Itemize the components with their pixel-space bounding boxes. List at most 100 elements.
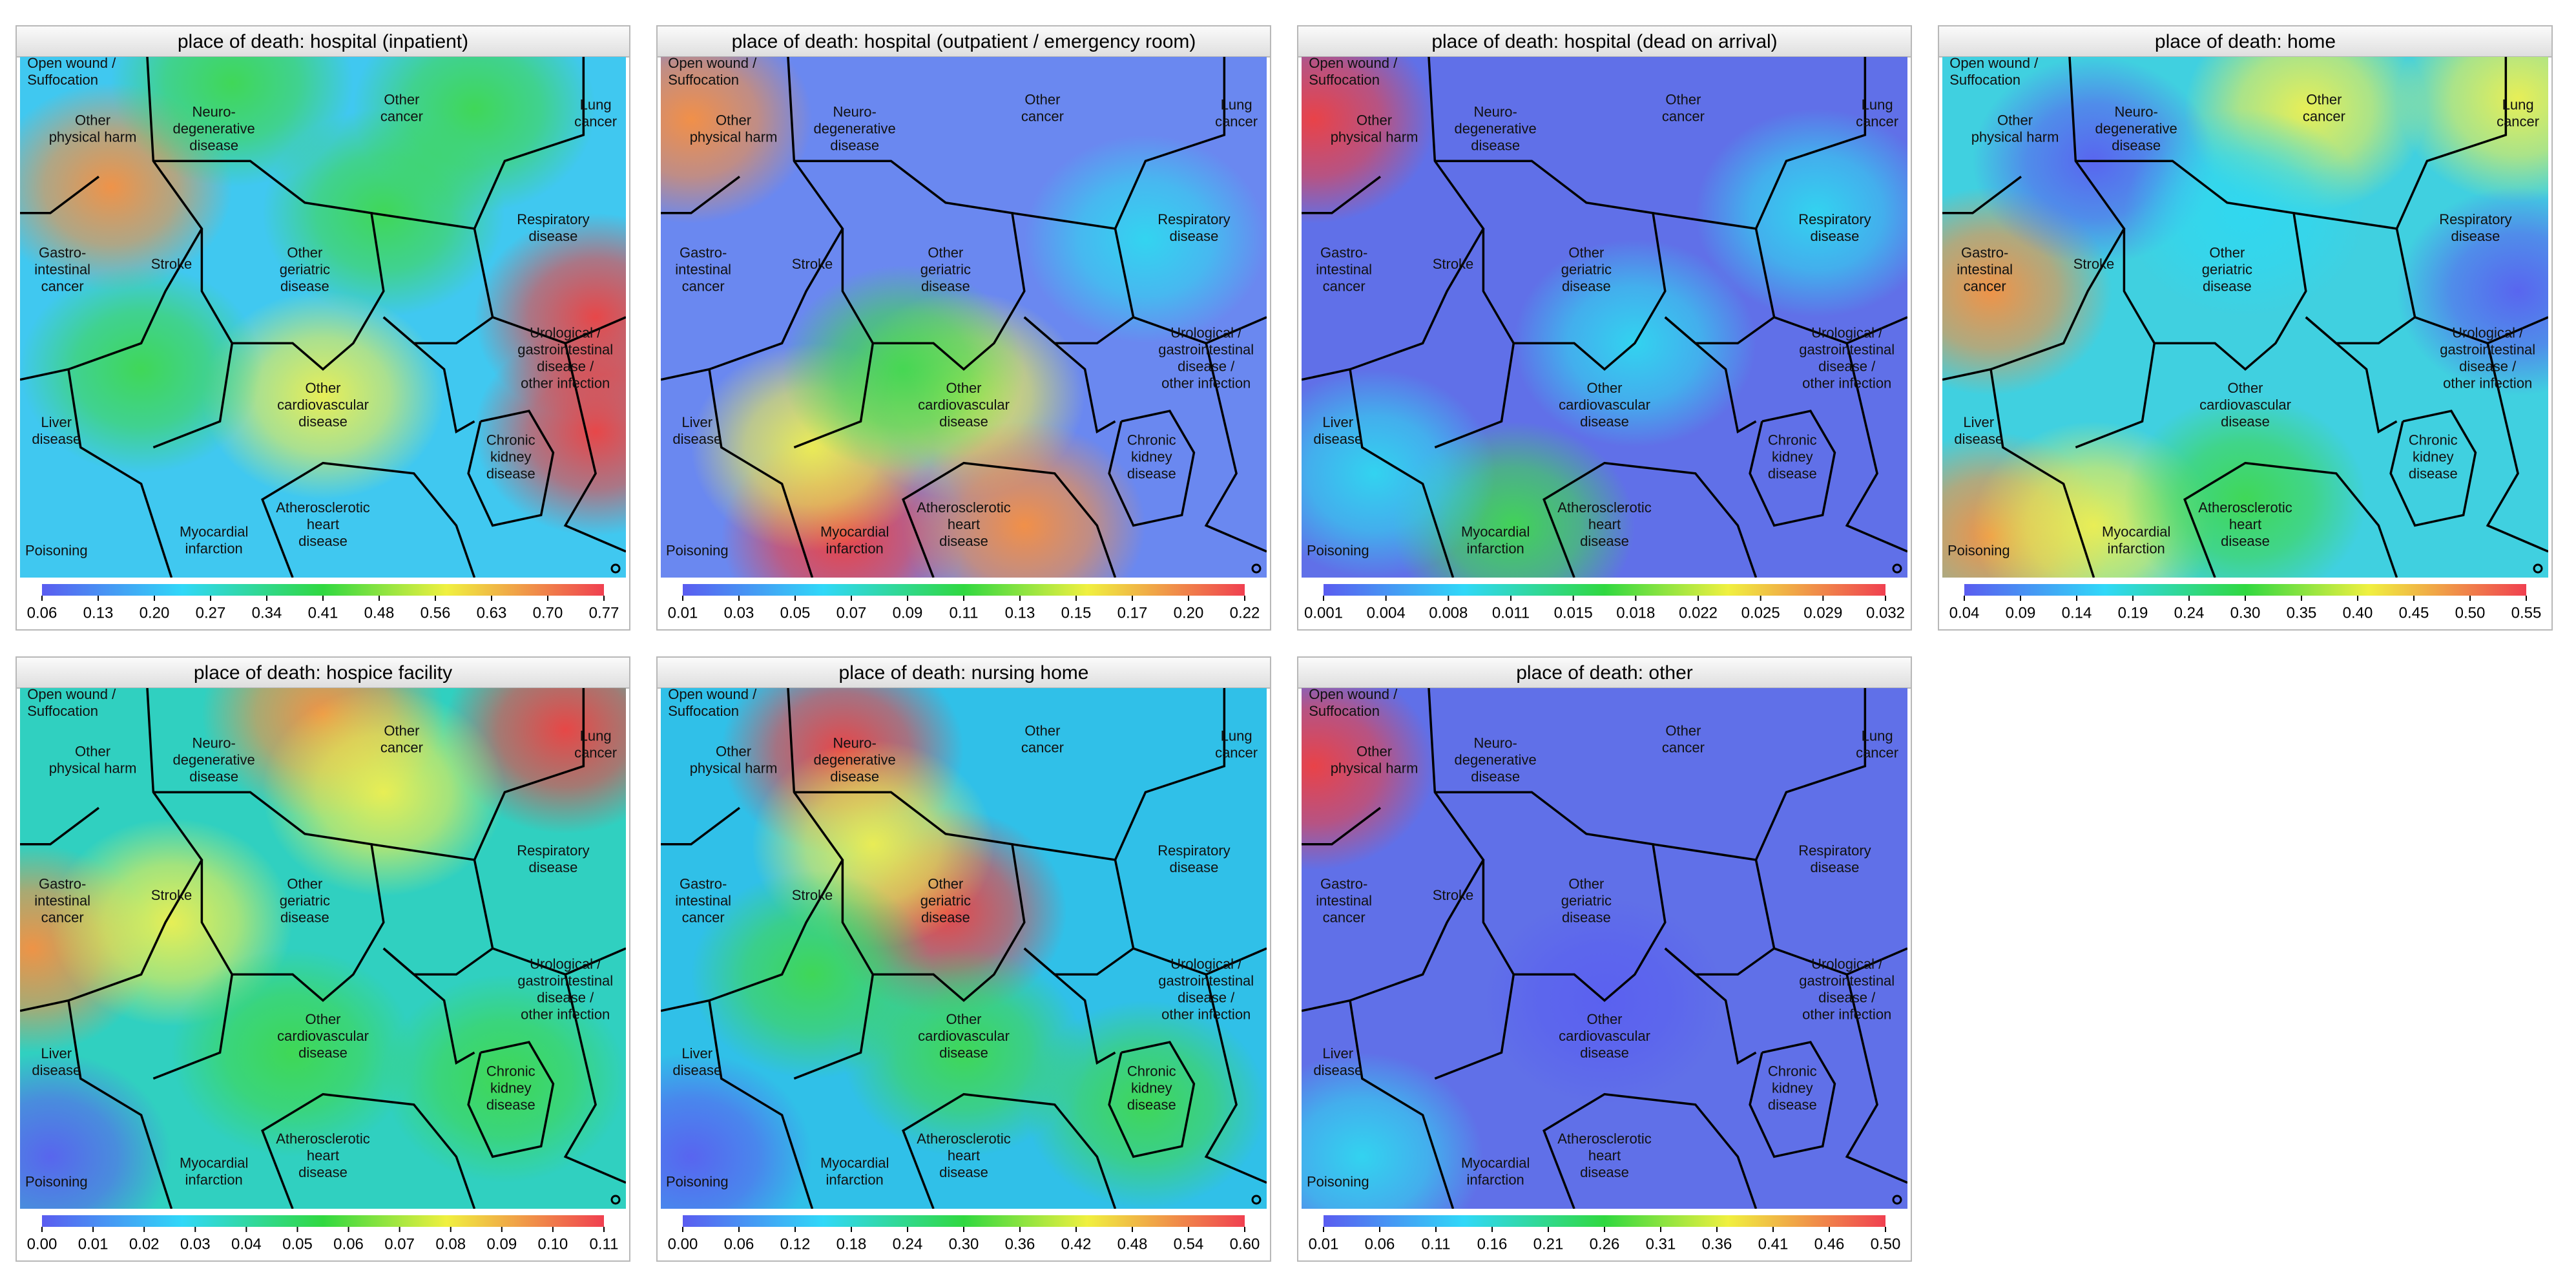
region-label: disease bbox=[1562, 278, 1611, 294]
panel: place of death: hospital (dead on arriva… bbox=[1297, 25, 1912, 631]
region-label: Other bbox=[75, 112, 110, 129]
colorbar-tick-label: 0.001 bbox=[1304, 604, 1343, 622]
region-label: Urological / bbox=[530, 956, 601, 972]
heat-blob bbox=[20, 1052, 172, 1209]
colorbar-tick-label: 0.20 bbox=[140, 604, 170, 622]
region-label: Urological / bbox=[1811, 956, 1883, 972]
region-label: disease bbox=[939, 413, 988, 430]
region-label: Chronic bbox=[1768, 432, 1817, 448]
region-label: Neuro- bbox=[192, 735, 236, 751]
cluster-border bbox=[1845, 974, 1907, 1184]
colorbar-tick-label: 0.34 bbox=[252, 604, 282, 622]
region-label: Poisoning bbox=[666, 543, 729, 559]
cluster-border bbox=[661, 806, 740, 846]
map-marker bbox=[610, 1195, 621, 1205]
region-label: cancer bbox=[1856, 744, 1898, 760]
region-label: Myocardial bbox=[820, 523, 889, 539]
region-label: Poisoning bbox=[25, 543, 88, 559]
cluster-border bbox=[2293, 57, 2508, 230]
region-label: Chronic bbox=[486, 432, 535, 448]
region-label: physical harm bbox=[1331, 760, 1418, 777]
colorbar-tick-label: 0.24 bbox=[2174, 604, 2205, 622]
region-label: Urological / bbox=[1811, 324, 1883, 340]
region-label: physical harm bbox=[49, 129, 137, 145]
region-label: Other bbox=[384, 91, 419, 107]
region-label: Other bbox=[1586, 380, 1622, 396]
region-label: Liver bbox=[1322, 1045, 1353, 1061]
region-label: disease / bbox=[2459, 358, 2517, 374]
cluster-border bbox=[1114, 859, 1267, 976]
region-label: Poisoning bbox=[1948, 543, 2010, 559]
region-label: Other bbox=[1586, 1011, 1622, 1027]
colorbar-tick-label: 0.008 bbox=[1429, 604, 1468, 622]
colorbar-tick-label: 0.42 bbox=[1061, 1235, 1092, 1253]
region-label: Other bbox=[1024, 91, 1060, 107]
region-label: Gastro- bbox=[1961, 244, 2008, 260]
colorbar bbox=[42, 584, 604, 596]
cluster-border bbox=[153, 160, 385, 371]
colorbar-tick-label: 0.06 bbox=[1365, 1235, 1395, 1253]
heat-blob bbox=[1302, 688, 1435, 871]
region-label: geriatric bbox=[280, 892, 330, 908]
region-label: disease bbox=[830, 138, 879, 154]
region-label: degenerative bbox=[173, 752, 255, 768]
region-label: Poisoning bbox=[25, 1174, 88, 1190]
cluster-border bbox=[1023, 947, 1116, 1065]
region-label: Chronic bbox=[1127, 1063, 1176, 1079]
heatmap bbox=[661, 688, 1267, 1209]
region-label: physical harm bbox=[49, 760, 137, 777]
region-label: Myocardial bbox=[820, 1154, 889, 1171]
heat-blob bbox=[262, 688, 505, 897]
region-label: cancer bbox=[380, 108, 423, 124]
region-label: disease bbox=[2221, 413, 2270, 430]
cluster-border bbox=[1652, 688, 1867, 861]
cluster-border bbox=[902, 461, 1117, 578]
cluster-border bbox=[708, 1000, 814, 1209]
region-label: infarction bbox=[826, 540, 884, 556]
colorbar-tick-label: 0.24 bbox=[893, 1235, 923, 1253]
region-label: Suffocation bbox=[1949, 72, 2020, 88]
title-bar bbox=[16, 656, 630, 689]
cluster-border bbox=[563, 342, 626, 553]
heat-blob bbox=[661, 1052, 813, 1209]
cluster-border bbox=[1664, 316, 1757, 434]
region-label: Respiratory bbox=[2439, 211, 2511, 227]
region-label: kidney bbox=[1772, 448, 1813, 465]
colorbar-tick-label: 0.02 bbox=[129, 1235, 160, 1253]
colorbar-tick-label: 0.05 bbox=[282, 1235, 313, 1253]
region-label: Respiratory bbox=[1158, 211, 1230, 227]
region-label: Other bbox=[2209, 244, 2245, 260]
region-label: Other bbox=[305, 1011, 340, 1027]
region-label: disease bbox=[2221, 533, 2270, 549]
region-label: Open wound / bbox=[668, 686, 757, 702]
colorbar-tick-label: 0.77 bbox=[589, 604, 619, 622]
region-label: disease bbox=[529, 228, 578, 244]
cluster-border bbox=[1542, 1092, 1758, 1209]
region-label: cancer bbox=[682, 278, 725, 294]
region-label: infarction bbox=[1467, 540, 1524, 556]
region-label: gastrointestinal bbox=[517, 341, 613, 357]
heat-blob bbox=[691, 870, 934, 1079]
map-marker bbox=[1251, 1195, 1262, 1205]
cluster-border bbox=[1012, 688, 1226, 861]
region-label: disease / bbox=[1818, 358, 1876, 374]
region-label: cancer bbox=[2497, 113, 2539, 129]
colorbar-tick-label: 0.40 bbox=[2343, 604, 2373, 622]
colorbar-tick-label: 0.26 bbox=[1590, 1235, 1620, 1253]
colorbar-tick-label: 0.27 bbox=[196, 604, 226, 622]
cluster-border bbox=[2395, 228, 2548, 345]
region-label: Myocardial bbox=[2102, 523, 2170, 539]
region-label: Stroke bbox=[1433, 887, 1474, 903]
region-label: kidney bbox=[490, 1080, 532, 1096]
region-label: infarction bbox=[2108, 540, 2165, 556]
title-bar bbox=[1297, 656, 1912, 689]
region-label: Chronic bbox=[2409, 432, 2458, 448]
region-label: Gastro- bbox=[39, 875, 86, 892]
region-label: Respiratory bbox=[517, 211, 589, 227]
region-label: cancer bbox=[1662, 108, 1705, 124]
colorbar-tick-label: 0.48 bbox=[1117, 1235, 1148, 1253]
region-label: cardiovascular bbox=[1559, 397, 1650, 413]
region-label: Lung bbox=[1862, 727, 1893, 744]
region-label: infarction bbox=[826, 1171, 884, 1187]
